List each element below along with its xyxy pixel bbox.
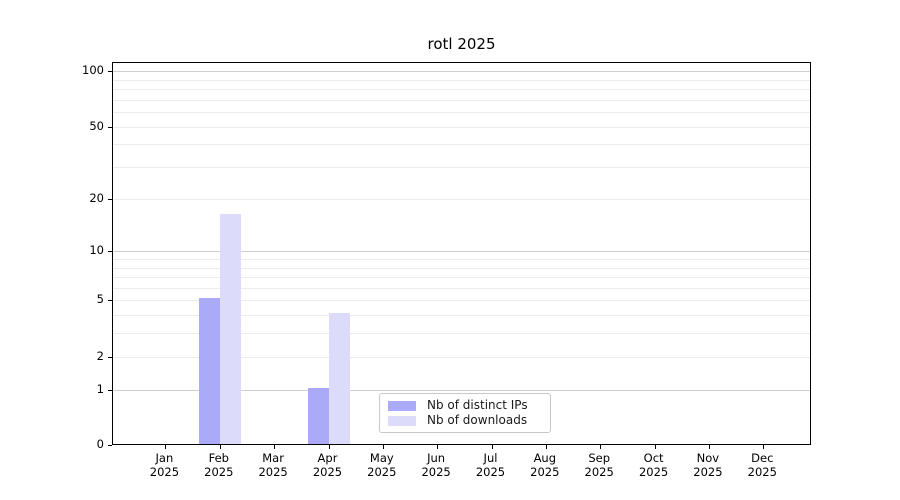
x-tick-mark bbox=[600, 445, 602, 449]
x-tick-label: Dec 2025 bbox=[747, 451, 777, 479]
x-tick-mark bbox=[165, 445, 167, 449]
y-tick-mark bbox=[108, 300, 112, 302]
x-tick-mark bbox=[654, 445, 656, 449]
x-tick-mark bbox=[274, 445, 276, 449]
gridline-minor bbox=[113, 258, 810, 260]
legend-swatch-distinct-ips-icon bbox=[388, 400, 416, 411]
bar-nb-of-downloads-feb-2025 bbox=[219, 213, 241, 444]
y-tick-label: 20 bbox=[89, 190, 104, 205]
y-tick-label: 1 bbox=[96, 381, 104, 396]
x-tick-label: Jun 2025 bbox=[421, 451, 451, 479]
x-tick-mark bbox=[763, 445, 765, 449]
gridline-minor bbox=[113, 79, 810, 81]
gridline-minor bbox=[113, 126, 810, 128]
x-tick-label: Feb 2025 bbox=[204, 451, 234, 479]
y-tick-label: 50 bbox=[89, 118, 104, 133]
x-tick-mark bbox=[382, 445, 384, 449]
y-tick-label: 2 bbox=[96, 348, 104, 363]
gridline-minor bbox=[113, 315, 810, 317]
gridline-minor bbox=[113, 300, 810, 302]
y-tick-label: 100 bbox=[82, 63, 104, 77]
plot-area bbox=[108, 62, 811, 449]
gridline-minor bbox=[113, 277, 810, 278]
x-tick-label: Sep 2025 bbox=[584, 451, 614, 479]
x-tick-label: Nov 2025 bbox=[693, 451, 723, 479]
x-tick-label: Jan 2025 bbox=[149, 451, 180, 479]
gridline-minor bbox=[113, 88, 810, 90]
x-tick-mark bbox=[491, 445, 493, 449]
gridline-minor bbox=[113, 167, 810, 168]
bar-nb-of-downloads-apr-2025 bbox=[328, 313, 350, 444]
x-tick-label: Oct 2025 bbox=[638, 451, 669, 479]
x-tick-label: Apr 2025 bbox=[312, 451, 343, 479]
gridline-minor bbox=[113, 112, 810, 113]
y-tick-mark bbox=[108, 251, 112, 253]
x-tick-label: May 2025 bbox=[367, 451, 397, 479]
legend-row-downloads: Nb of downloads bbox=[388, 413, 542, 428]
gridline-major bbox=[113, 389, 810, 391]
legend: Nb of distinct IPs Nb of downloads bbox=[379, 393, 551, 433]
legend-row-distinct-ips: Nb of distinct IPs bbox=[388, 398, 542, 413]
x-tick-mark bbox=[328, 445, 330, 449]
gridline-major bbox=[113, 71, 810, 72]
y-tick-mark bbox=[108, 389, 112, 391]
gridline-major bbox=[113, 251, 810, 253]
y-tick-mark bbox=[108, 356, 112, 358]
gridline-minor bbox=[113, 144, 810, 146]
gridline-minor bbox=[113, 356, 810, 358]
y-tick-mark bbox=[108, 198, 112, 200]
x-tick-label: Jul 2025 bbox=[475, 451, 506, 479]
y-tick-mark bbox=[108, 445, 112, 446]
legend-label-distinct-ips: Nb of distinct IPs bbox=[427, 398, 528, 412]
x-tick-label: Mar 2025 bbox=[258, 451, 288, 479]
y-tick-label: 5 bbox=[96, 292, 104, 307]
x-tick-mark bbox=[708, 445, 710, 449]
legend-swatch-downloads-icon bbox=[388, 415, 416, 426]
chart-title: rotl 2025 bbox=[427, 35, 496, 53]
gridline-minor bbox=[113, 198, 810, 200]
bar-nb-of-distinct-ips-apr-2025 bbox=[307, 387, 329, 444]
gridline-minor bbox=[113, 287, 810, 289]
y-tick-mark bbox=[108, 71, 112, 72]
x-tick-label: Aug 2025 bbox=[530, 451, 560, 479]
bar-nb-of-distinct-ips-feb-2025 bbox=[198, 298, 220, 444]
x-tick-mark bbox=[545, 445, 547, 449]
gridline-minor bbox=[113, 99, 810, 101]
y-tick-label: 0 bbox=[96, 437, 104, 451]
gridline-minor bbox=[113, 267, 810, 269]
legend-label-downloads: Nb of downloads bbox=[427, 413, 528, 427]
y-tick-label: 10 bbox=[89, 243, 104, 258]
y-tick-mark bbox=[108, 126, 112, 128]
x-tick-mark bbox=[219, 445, 221, 449]
gridline-minor bbox=[113, 333, 810, 335]
x-tick-mark bbox=[437, 445, 439, 449]
